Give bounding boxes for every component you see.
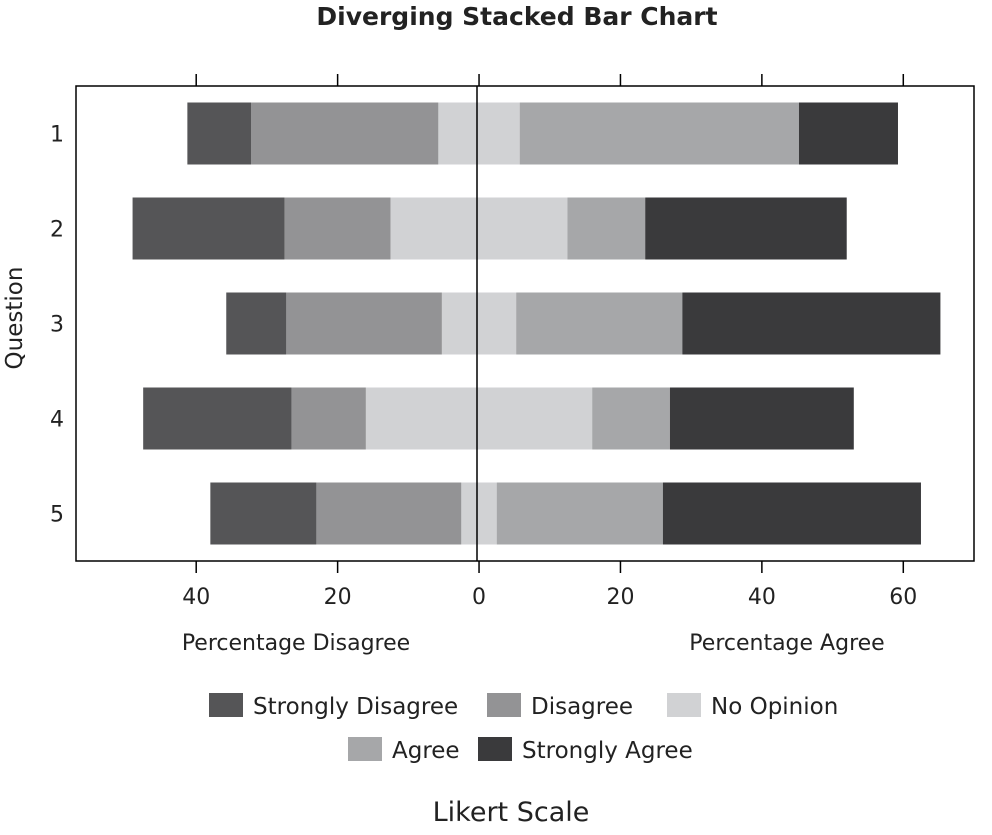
x-tick-label: 40 [182, 585, 210, 610]
bar-segment-strongly-agree [669, 387, 854, 450]
bars-group [132, 102, 941, 545]
bar-segment-no-opinion [365, 387, 593, 450]
y-tick-label: 4 [50, 408, 64, 433]
bar-segment-strongly-disagree [210, 482, 317, 545]
bar-segment-agree [592, 387, 670, 450]
bar-segment-strongly-disagree [132, 197, 285, 260]
y-tick-label: 2 [50, 218, 64, 243]
bar-segment-agree [516, 292, 683, 355]
chart-title: Diverging Stacked Bar Chart [316, 2, 717, 31]
bar-segment-strongly-agree [798, 102, 898, 165]
bar-segment-no-opinion [461, 482, 497, 545]
bar-segment-strongly-disagree [226, 292, 287, 355]
bar-segment-disagree [291, 387, 366, 450]
legend-label: Strongly Disagree [253, 694, 458, 720]
x-tick-label: 40 [748, 585, 776, 610]
legend-label: Agree [392, 738, 460, 764]
x-tick-label: 60 [889, 585, 917, 610]
legend-swatch [348, 737, 382, 761]
legend-label: Strongly Agree [522, 738, 693, 764]
bar-segment-no-opinion [390, 197, 568, 260]
bar-segment-agree [567, 197, 646, 260]
bar-segment-disagree [284, 197, 391, 260]
legend-swatch [478, 737, 512, 761]
x-side-label-agree: Percentage Agree [689, 631, 884, 656]
x-tick-label: 20 [324, 585, 352, 610]
bar-segment-strongly-agree [682, 292, 941, 355]
bar-segment-agree [519, 102, 799, 165]
bar-segment-no-opinion [438, 102, 520, 165]
legend-swatch [667, 693, 701, 717]
bar-segment-disagree [251, 102, 439, 165]
bar-segment-strongly-agree [662, 482, 921, 545]
bar-segment-disagree [316, 482, 462, 545]
bar-segment-no-opinion [441, 292, 517, 355]
bar-segment-strongly-agree [645, 197, 847, 260]
y-tick-label: 5 [50, 503, 64, 528]
bottom-axis-ticks: 40 20 0 20 40 60 [182, 561, 917, 610]
legend-swatch [487, 693, 521, 717]
legend-swatch [209, 693, 243, 717]
x-side-label-disagree: Percentage Disagree [182, 631, 410, 656]
y-tick-labels: 1 2 3 4 5 [50, 123, 64, 528]
bar-segment-strongly-disagree [187, 102, 252, 165]
legend-label: Disagree [531, 694, 633, 720]
bar-segment-disagree [286, 292, 442, 355]
y-tick-label: 3 [50, 313, 64, 338]
bar-segment-strongly-disagree [143, 387, 292, 450]
legend-label: No Opinion [711, 694, 838, 720]
x-tick-label: 20 [606, 585, 634, 610]
plot-frame [75, 85, 975, 562]
x-axis-label: Likert Scale [433, 797, 590, 828]
y-axis-label: Question [2, 267, 28, 370]
bar-segment-agree [496, 482, 663, 545]
y-tick-label: 1 [50, 123, 64, 148]
top-axis-ticks [195, 74, 905, 86]
x-tick-label: 0 [472, 585, 486, 610]
legend: Strongly Disagree Disagree No Opinion Agree… [209, 693, 838, 764]
